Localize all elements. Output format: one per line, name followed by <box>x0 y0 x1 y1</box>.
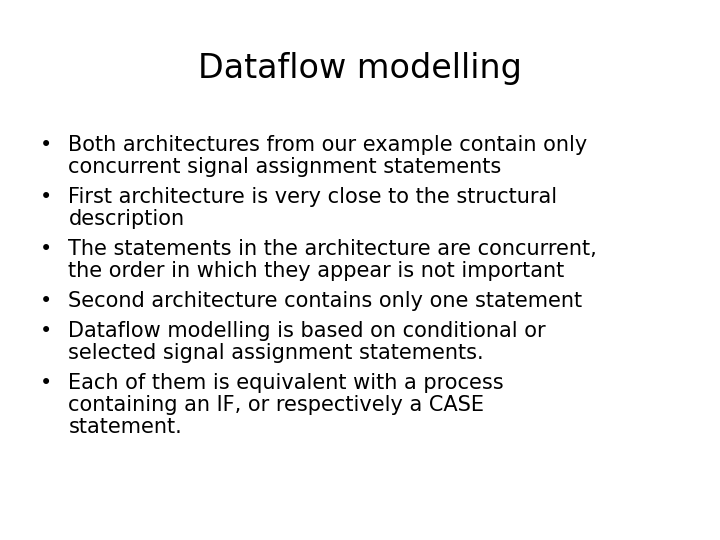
Text: containing an IF, or respectively a CASE: containing an IF, or respectively a CASE <box>68 395 485 415</box>
Text: concurrent signal assignment statements: concurrent signal assignment statements <box>68 157 502 177</box>
Text: Second architecture contains only one statement: Second architecture contains only one st… <box>68 291 582 311</box>
Text: •: • <box>40 373 52 393</box>
Text: •: • <box>40 239 52 259</box>
Text: The statements in the architecture are concurrent,: The statements in the architecture are c… <box>68 239 597 259</box>
Text: Both architectures from our example contain only: Both architectures from our example cont… <box>68 135 588 155</box>
Text: •: • <box>40 187 52 207</box>
Text: Each of them is equivalent with a process: Each of them is equivalent with a proces… <box>68 373 504 393</box>
Text: description: description <box>68 209 184 229</box>
Text: the order in which they appear is not important: the order in which they appear is not im… <box>68 261 564 281</box>
Text: •: • <box>40 135 52 155</box>
Text: statement.: statement. <box>68 417 182 437</box>
Text: Dataflow modelling: Dataflow modelling <box>198 52 522 85</box>
Text: First architecture is very close to the structural: First architecture is very close to the … <box>68 187 557 207</box>
Text: •: • <box>40 291 52 311</box>
Text: •: • <box>40 321 52 341</box>
Text: Dataflow modelling is based on conditional or: Dataflow modelling is based on condition… <box>68 321 546 341</box>
Text: selected signal assignment statements.: selected signal assignment statements. <box>68 343 484 363</box>
